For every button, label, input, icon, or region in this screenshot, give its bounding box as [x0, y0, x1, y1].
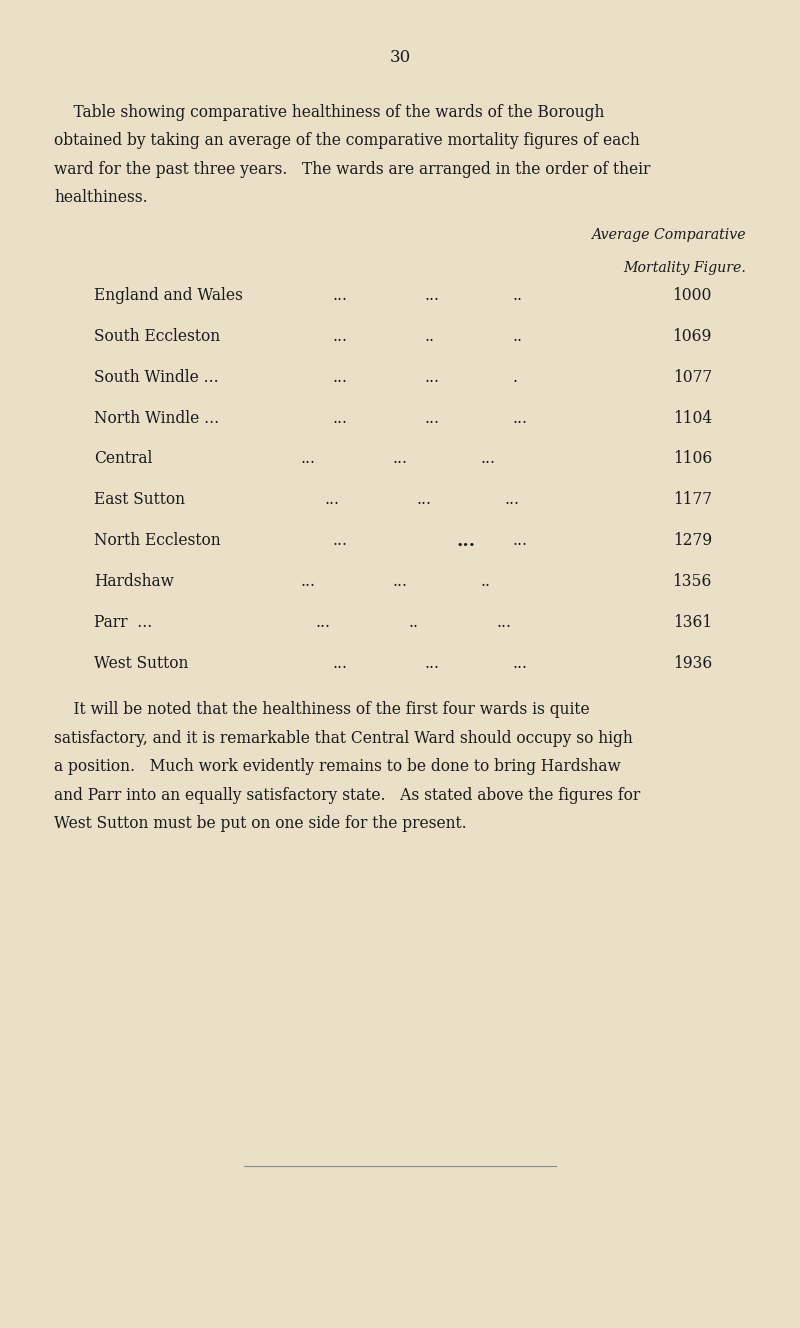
Text: Average Comparative: Average Comparative: [591, 228, 746, 243]
Text: Table showing comparative healthiness of the wards of the Borough: Table showing comparative healthiness of…: [54, 104, 605, 121]
Text: ...: ...: [324, 491, 339, 509]
Text: 1936: 1936: [673, 655, 712, 672]
Text: 1279: 1279: [673, 533, 712, 550]
Text: ...: ...: [496, 614, 511, 631]
Text: 1069: 1069: [673, 328, 712, 345]
Text: ...: ...: [392, 574, 407, 590]
Text: North Eccleston: North Eccleston: [94, 533, 221, 550]
Text: ...: ...: [332, 369, 347, 385]
Text: South Eccleston: South Eccleston: [94, 328, 221, 345]
Text: ..: ..: [424, 328, 434, 345]
Text: ward for the past three years.   The wards are arranged in the order of their: ward for the past three years. The wards…: [54, 161, 650, 178]
Text: ...: ...: [424, 287, 439, 304]
Text: It will be noted that the healthiness of the first four wards is quite: It will be noted that the healthiness of…: [54, 701, 590, 718]
Text: ...: ...: [504, 491, 519, 509]
Text: East Sutton: East Sutton: [94, 491, 186, 509]
Text: satisfactory, and it is remarkable that Central Ward should occupy so high: satisfactory, and it is remarkable that …: [54, 730, 633, 746]
Text: ...: ...: [456, 533, 475, 550]
Text: a position.   Much work evidently remains to be done to bring Hardshaw: a position. Much work evidently remains …: [54, 758, 621, 776]
Text: South Windle ...: South Windle ...: [94, 369, 219, 385]
Text: ...: ...: [424, 369, 439, 385]
Text: ...: ...: [332, 287, 347, 304]
Text: ...: ...: [480, 450, 495, 467]
Text: ..: ..: [512, 328, 522, 345]
Text: 1356: 1356: [673, 574, 712, 590]
Text: ...: ...: [332, 655, 347, 672]
Text: Hardshaw: Hardshaw: [94, 574, 174, 590]
Text: ...: ...: [332, 328, 347, 345]
Text: 1361: 1361: [673, 614, 712, 631]
Text: .: .: [512, 369, 517, 385]
Text: Central: Central: [94, 450, 153, 467]
Text: 1104: 1104: [673, 409, 712, 426]
Text: ...: ...: [300, 574, 315, 590]
Text: ..: ..: [480, 574, 490, 590]
Text: ...: ...: [332, 409, 347, 426]
Text: Parr  ...: Parr ...: [94, 614, 153, 631]
Text: 1177: 1177: [673, 491, 712, 509]
Text: and Parr into an equally satisfactory state.   As stated above the figures for: and Parr into an equally satisfactory st…: [54, 786, 641, 803]
Text: North Windle ...: North Windle ...: [94, 409, 219, 426]
Text: ...: ...: [392, 450, 407, 467]
Text: 1077: 1077: [673, 369, 712, 385]
Text: ..: ..: [512, 287, 522, 304]
Text: ...: ...: [424, 655, 439, 672]
Text: healthiness.: healthiness.: [54, 189, 148, 206]
Text: West Sutton must be put on one side for the present.: West Sutton must be put on one side for …: [54, 815, 467, 833]
Text: ...: ...: [512, 655, 527, 672]
Text: obtained by taking an average of the comparative mortality figures of each: obtained by taking an average of the com…: [54, 131, 640, 149]
Text: 1000: 1000: [673, 287, 712, 304]
Text: 1106: 1106: [673, 450, 712, 467]
Text: ...: ...: [332, 533, 347, 550]
Text: Mortality Figure.: Mortality Figure.: [622, 262, 746, 275]
Text: ...: ...: [300, 450, 315, 467]
Text: 30: 30: [390, 49, 410, 66]
Text: West Sutton: West Sutton: [94, 655, 189, 672]
Text: ...: ...: [512, 533, 527, 550]
Text: ...: ...: [416, 491, 431, 509]
Text: ..: ..: [408, 614, 418, 631]
Text: ...: ...: [316, 614, 331, 631]
Text: England and Wales: England and Wales: [94, 287, 243, 304]
Text: ...: ...: [424, 409, 439, 426]
Text: ...: ...: [512, 409, 527, 426]
